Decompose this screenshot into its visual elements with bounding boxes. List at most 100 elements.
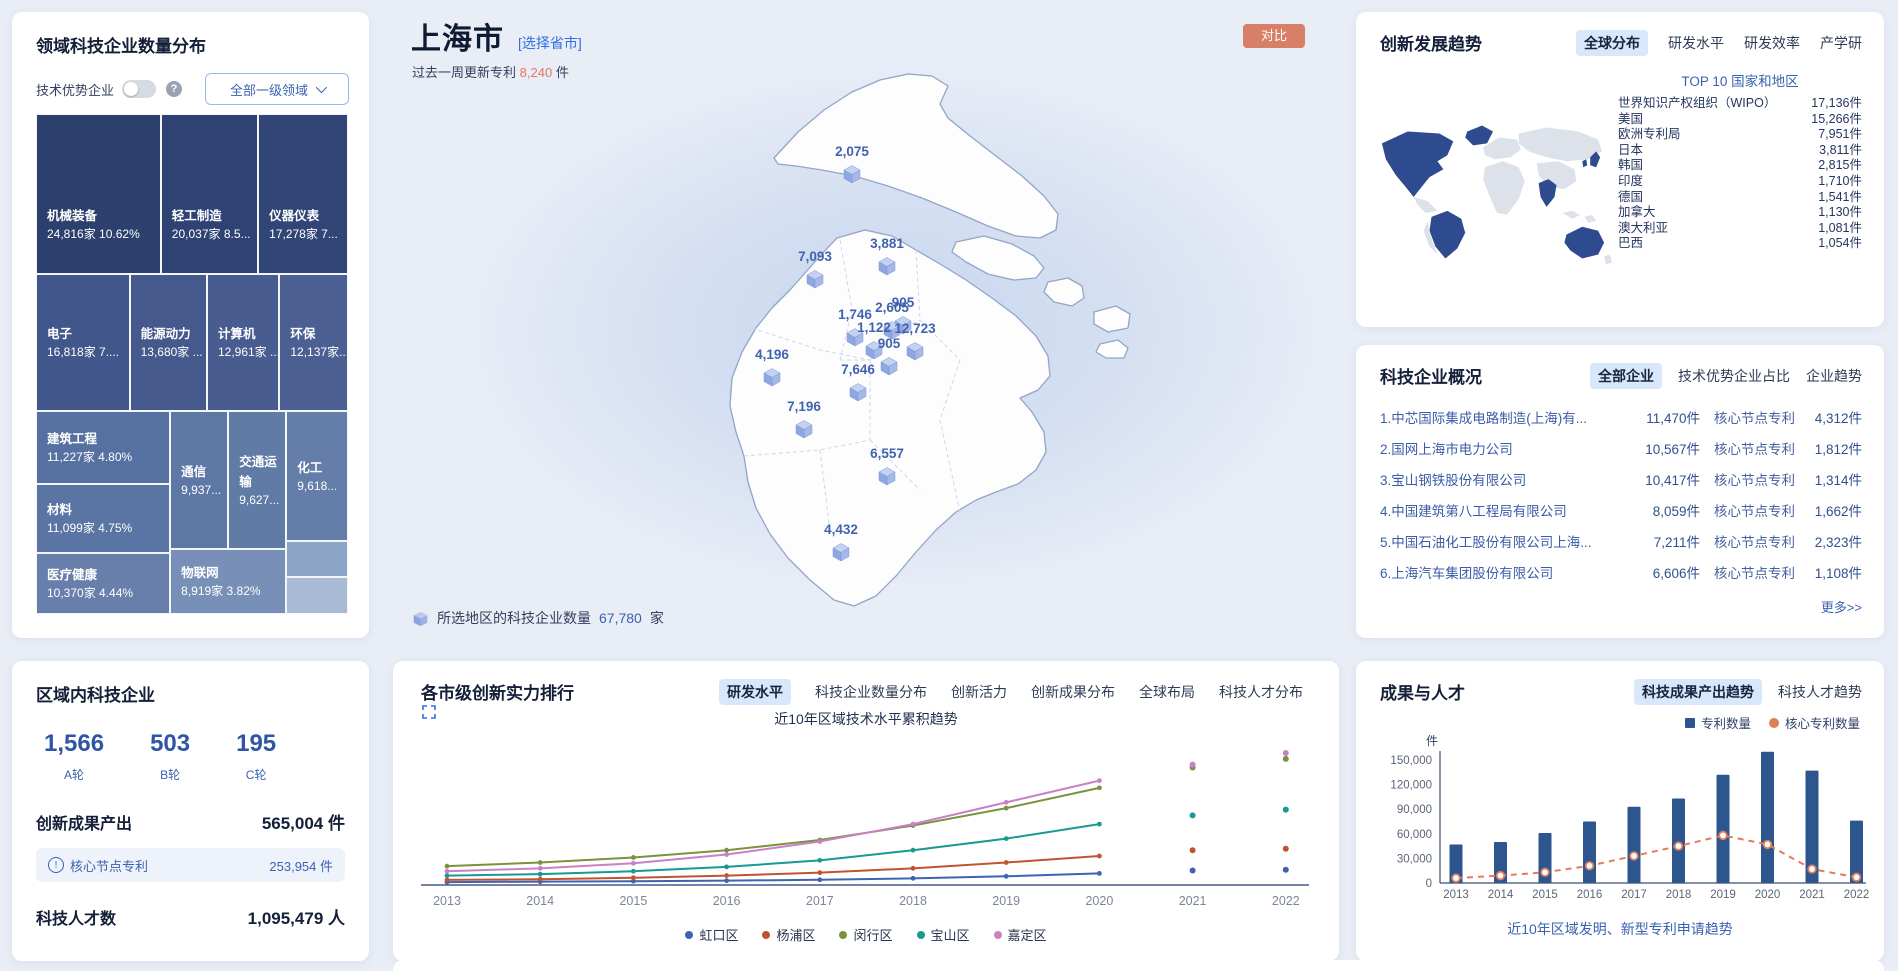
core-patent-point[interactable] (1584, 861, 1595, 871)
patent-bar[interactable] (1627, 806, 1641, 883)
series-point[interactable] (1003, 836, 1009, 841)
series-point[interactable] (444, 868, 450, 874)
treemap-cell[interactable]: 能源动力 13,680家 ... (129, 274, 207, 411)
compare-button[interactable]: 对比 (1243, 24, 1305, 48)
map-marker[interactable]: 4,432 (824, 522, 858, 562)
more-link[interactable]: 更多>> (1820, 600, 1862, 615)
east-islet-1[interactable] (1093, 305, 1131, 333)
series-point[interactable] (1003, 860, 1009, 865)
series-point[interactable] (817, 870, 823, 876)
ranking-tab-3[interactable]: 创新成果分布 (1031, 684, 1115, 700)
map-marker[interactable]: 7,196 (787, 399, 821, 439)
series-point[interactable] (1097, 871, 1102, 876)
patent-bar[interactable] (1583, 821, 1596, 884)
map-marker[interactable]: 7,646 (841, 362, 875, 402)
series-point[interactable] (1003, 805, 1009, 811)
series-point[interactable] (724, 864, 729, 870)
treemap-cell[interactable] (286, 577, 348, 614)
series-point[interactable] (1282, 750, 1289, 757)
treemap-cell[interactable]: 电子 16,818家 7.... (36, 274, 130, 411)
treemap-cell[interactable]: 环保 12,137家... (279, 274, 348, 411)
series-point[interactable] (1282, 845, 1289, 852)
core-patent-point[interactable] (1540, 867, 1550, 878)
shanghai-mainland[interactable] (729, 229, 1051, 607)
series-point[interactable] (444, 863, 450, 869)
chongming-island[interactable] (773, 73, 1059, 239)
core-patent-point[interactable] (1673, 841, 1684, 851)
ranking-tab-0[interactable]: 研发水平 (719, 679, 791, 705)
legend-item[interactable]: 闵行区 (839, 925, 893, 944)
map-marker[interactable]: 4,196 (755, 347, 789, 387)
series-point[interactable] (631, 878, 636, 884)
series-point[interactable] (910, 875, 916, 881)
series-point[interactable] (910, 821, 916, 827)
treemap-cell[interactable]: 材料 11,099家 4.75% (36, 484, 171, 553)
select-province-link[interactable]: [选择省市] (518, 35, 582, 51)
innovation-tab-3[interactable]: 产学研 (1820, 35, 1862, 51)
patent-bar[interactable] (1672, 798, 1685, 883)
series-point[interactable] (537, 871, 543, 877)
legend-item[interactable]: 杨浦区 (762, 925, 815, 944)
patent-bar[interactable] (1850, 820, 1863, 883)
ranking-tab-2[interactable]: 创新活力 (951, 684, 1007, 700)
company-row[interactable]: 6.上海汽车集团股份有限公司 6,606件 核心节点专利 1,108件 (1380, 556, 1862, 587)
series-point[interactable] (444, 877, 450, 883)
series-point[interactable] (631, 868, 636, 874)
expand-icon[interactable] (422, 705, 436, 719)
innovation-tab-0[interactable]: 全球分布 (1576, 30, 1648, 56)
treemap-cell[interactable]: 计算机 12,961家 ... (206, 274, 280, 411)
companies-tab-0[interactable]: 全部企业 (1590, 363, 1662, 389)
ranking-tab-4[interactable]: 全球布局 (1139, 684, 1195, 700)
core-patent-point[interactable] (1762, 839, 1773, 850)
series-point[interactable] (631, 875, 636, 881)
changxing-island[interactable] (951, 235, 1045, 281)
companies-tab-2[interactable]: 企业趋势 (1806, 368, 1862, 384)
company-row[interactable]: 4.中国建筑第八工程局有限公司 8,059件 核心节点专利 1,662件 (1380, 494, 1862, 525)
series-point[interactable] (724, 852, 729, 857)
treemap-cell[interactable]: 医疗健康 10,370家 4.44% (36, 553, 171, 614)
series-point[interactable] (1097, 778, 1102, 783)
treemap-cell[interactable]: 建筑工程 11,227家 4.80% (36, 411, 171, 484)
treemap-cell[interactable]: 仪器仪表 17,278家 7... (258, 114, 348, 274)
treemap-cell[interactable]: 物联网 8,919家 3.82% (170, 549, 287, 614)
treemap-cell[interactable]: 机械装备 24,816家 10.62% (36, 114, 161, 274)
series-point[interactable] (1189, 761, 1196, 768)
map-marker[interactable]: 905 (878, 336, 901, 376)
core-patent-point[interactable] (1451, 873, 1461, 883)
series-point[interactable] (1189, 812, 1196, 819)
series-point[interactable] (910, 865, 916, 871)
core-patent-point[interactable] (1851, 872, 1862, 882)
companies-tab-1[interactable]: 技术优势企业占比 (1678, 368, 1790, 384)
patent-bar[interactable] (1449, 844, 1463, 883)
legend-item[interactable]: 宝山区 (916, 925, 970, 944)
series-point[interactable] (537, 876, 543, 882)
series-point[interactable] (631, 855, 636, 860)
map-marker[interactable]: 1,122 (857, 320, 891, 360)
map-marker[interactable]: 3,881 (870, 236, 904, 276)
series-point[interactable] (537, 865, 543, 871)
series-point[interactable] (1097, 785, 1102, 791)
core-patent-point[interactable] (1718, 830, 1728, 841)
ranking-tab-1[interactable]: 科技企业数量分布 (815, 684, 927, 700)
series-point[interactable] (444, 873, 450, 878)
core-patent-point[interactable] (1629, 851, 1639, 861)
series-point[interactable] (724, 847, 729, 853)
treemap-cell[interactable]: 交通运输 9,627... (228, 411, 287, 549)
series-point[interactable] (910, 847, 916, 853)
map-marker[interactable]: 2,075 (835, 144, 869, 184)
series-point[interactable] (1189, 847, 1196, 854)
series-point[interactable] (1282, 755, 1289, 762)
achievements-tab-1[interactable]: 科技人才趋势 (1778, 684, 1862, 700)
ranking-tab-5[interactable]: 科技人才分布 (1219, 684, 1303, 700)
series-point[interactable] (537, 860, 543, 865)
company-row[interactable]: 1.中芯国际集成电路制造(上海)有... 11,470件 核心节点专利 4,312件 (1380, 401, 1862, 432)
bar-chart-caption[interactable]: 近10年区域发明、新型专利申请趋势 (1507, 921, 1733, 937)
help-icon[interactable]: ? (166, 81, 183, 97)
map-marker[interactable]: 6,557 (870, 446, 904, 486)
legend-item[interactable]: 嘉定区 (993, 925, 1047, 944)
legend-item[interactable]: 虹口区 (685, 925, 738, 944)
map-marker[interactable]: 2,605 (875, 300, 909, 340)
series-point[interactable] (817, 839, 823, 844)
map-marker[interactable]: 12,723 (894, 321, 936, 361)
